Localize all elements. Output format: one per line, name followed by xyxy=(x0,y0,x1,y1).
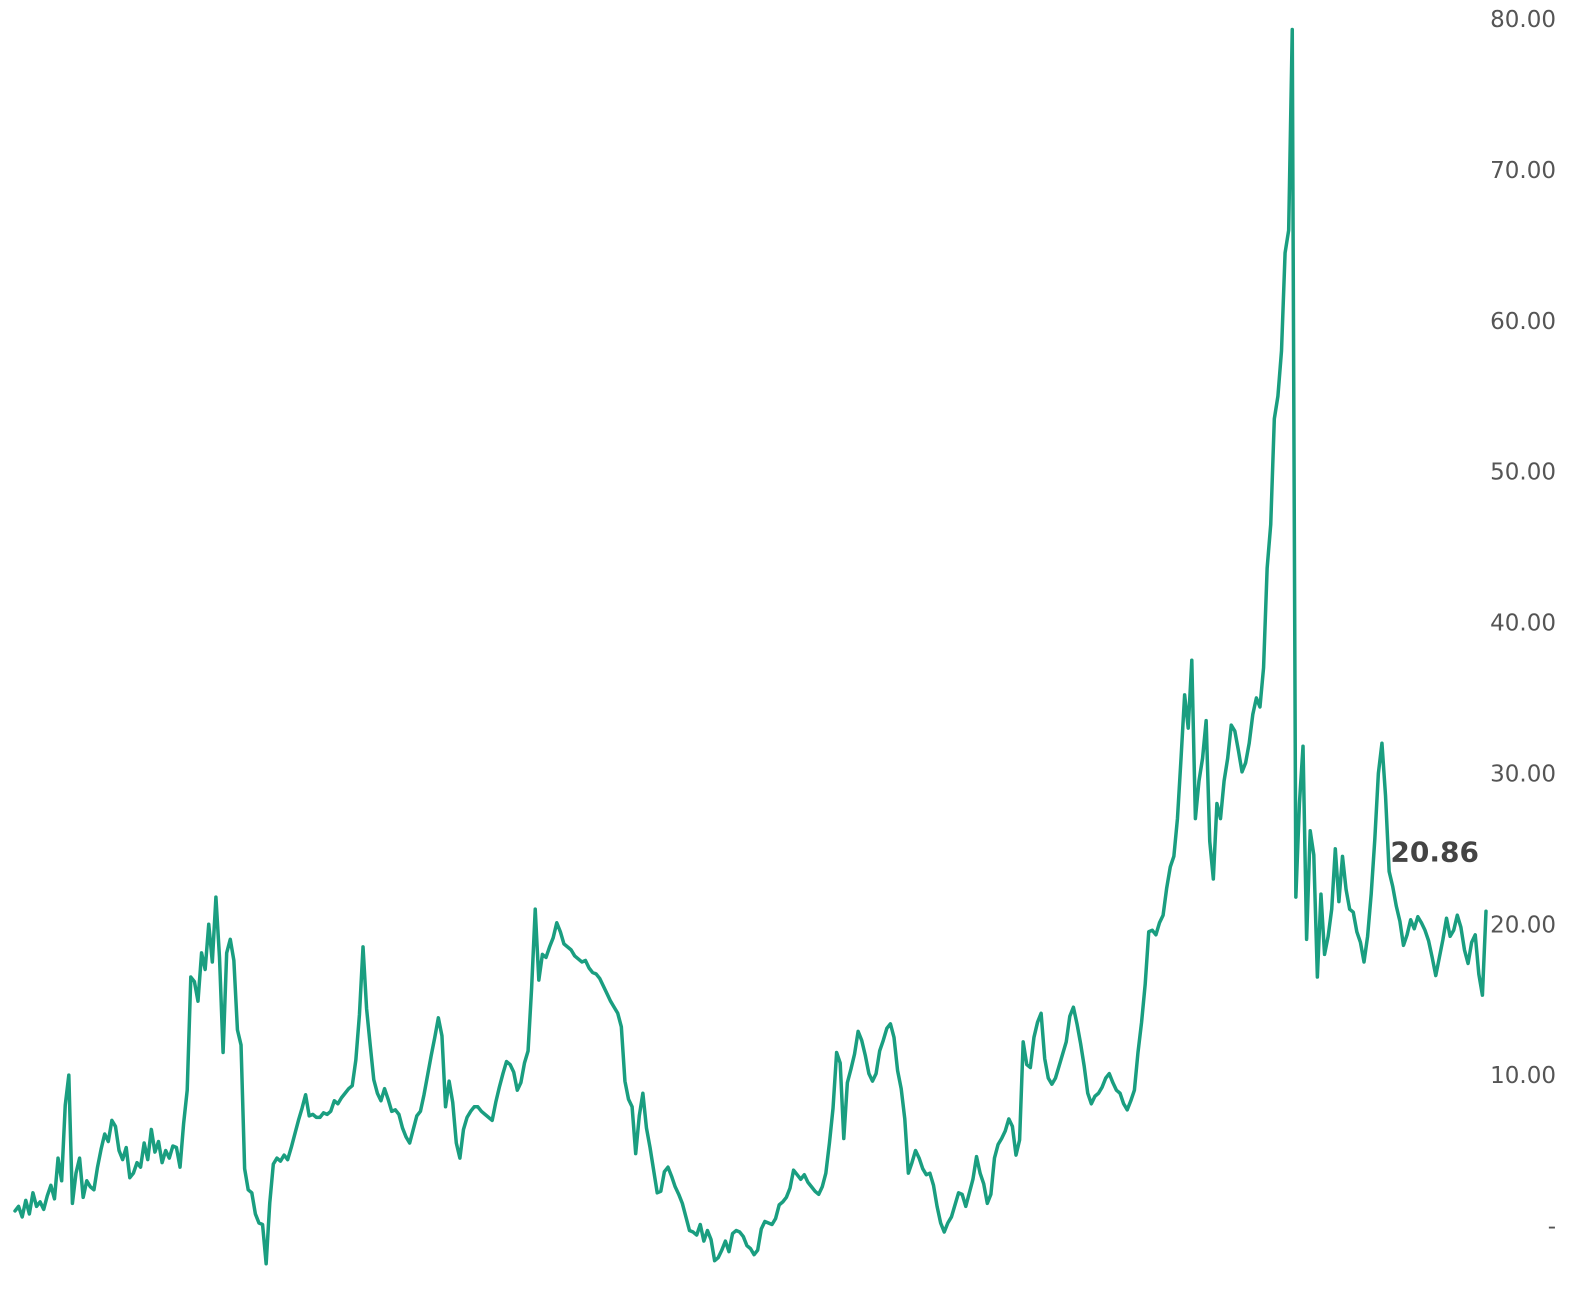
y-tick-label: 80.00 xyxy=(1490,7,1556,33)
y-tick-label: 50.00 xyxy=(1490,460,1556,486)
y-tick-label: 60.00 xyxy=(1490,309,1556,335)
plot-area xyxy=(13,27,1488,1266)
y-tick-label: 10.00 xyxy=(1490,1063,1556,1089)
y-tick-label: 40.00 xyxy=(1490,611,1556,637)
y-tick-label: 70.00 xyxy=(1490,158,1556,184)
y-axis: 80.00 70.00 60.00 50.00 40.00 30.00 20.00 10.00… xyxy=(1490,7,1556,1240)
last-value-label: 20.86 xyxy=(1390,835,1479,868)
y-tick-label: - xyxy=(1548,1214,1556,1240)
y-tick-label: 30.00 xyxy=(1490,761,1556,787)
y-tick-label: 20.00 xyxy=(1490,912,1556,938)
series-line xyxy=(13,27,1488,1266)
